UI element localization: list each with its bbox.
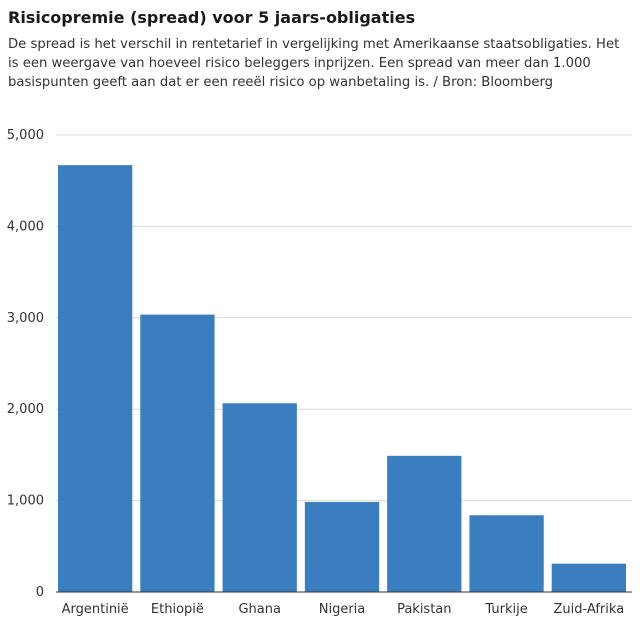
bar: [387, 455, 462, 592]
x-tick-label: Zuid-Afrika: [554, 602, 625, 617]
x-axis: Argentinië Ethiopië Ghana Nigeria Pakistan Tu…: [56, 591, 632, 617]
x-tick-label: Ghana: [238, 602, 281, 617]
bars: [58, 165, 626, 593]
y-tick-label: 4,000: [7, 219, 44, 234]
x-tick-label: Pakistan: [397, 602, 451, 617]
bar: [58, 165, 133, 593]
bar: [304, 501, 380, 592]
x-tick-label: Ethiopië: [151, 602, 204, 617]
bar: [469, 515, 544, 592]
bar: [551, 563, 626, 592]
y-tick-label: 2,000: [7, 402, 44, 417]
chart-subtitle: De spread is het verschil in rentetarief…: [8, 37, 620, 90]
x-tick-label: Nigeria: [319, 602, 366, 617]
y-tick-label: 3,000: [7, 311, 44, 326]
y-tick-label: 5,000: [7, 128, 44, 143]
x-tick-label: Argentinië: [62, 602, 129, 617]
chart-title: Risicopremie (spread) voor 5 jaars-oblig…: [8, 8, 416, 27]
y-axis: 0 1,000 2,000 3,000 4,000 5,000: [7, 128, 44, 600]
bar: [222, 403, 297, 592]
y-tick-label: 1,000: [7, 494, 44, 509]
bar: [140, 314, 215, 592]
x-tick-label: Turkije: [484, 602, 527, 617]
y-tick-label: 0: [36, 585, 44, 600]
